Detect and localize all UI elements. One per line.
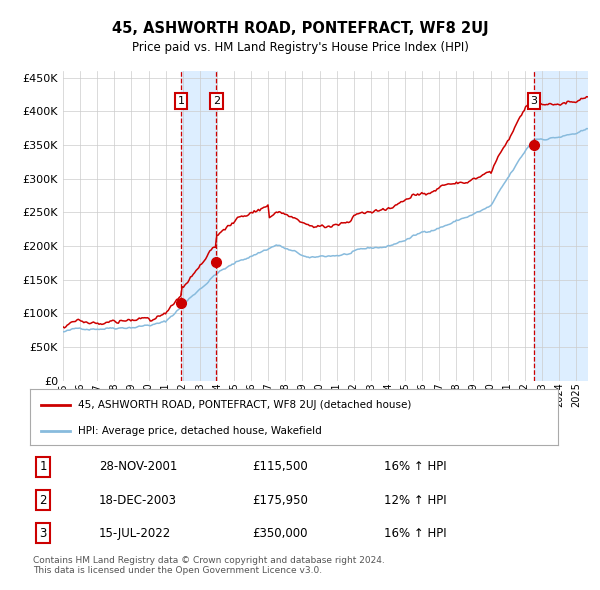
Text: HPI: Average price, detached house, Wakefield: HPI: Average price, detached house, Wake… xyxy=(77,426,321,436)
Text: £115,500: £115,500 xyxy=(252,460,308,474)
Text: 1: 1 xyxy=(40,460,47,474)
Text: £350,000: £350,000 xyxy=(252,526,307,540)
Text: 18-DEC-2003: 18-DEC-2003 xyxy=(98,493,176,507)
Text: 16% ↑ HPI: 16% ↑ HPI xyxy=(384,526,446,540)
Text: 3: 3 xyxy=(530,96,538,106)
Text: 2: 2 xyxy=(212,96,220,106)
Text: 2: 2 xyxy=(40,493,47,507)
Text: £175,950: £175,950 xyxy=(252,493,308,507)
Bar xyxy=(181,71,216,381)
Text: Price paid vs. HM Land Registry's House Price Index (HPI): Price paid vs. HM Land Registry's House … xyxy=(131,41,469,54)
Text: 45, ASHWORTH ROAD, PONTEFRACT, WF8 2UJ (detached house): 45, ASHWORTH ROAD, PONTEFRACT, WF8 2UJ (… xyxy=(77,400,411,410)
Text: 1: 1 xyxy=(178,96,185,106)
Bar xyxy=(534,71,588,381)
Text: 12% ↑ HPI: 12% ↑ HPI xyxy=(384,493,446,507)
Text: Contains HM Land Registry data © Crown copyright and database right 2024.
This d: Contains HM Land Registry data © Crown c… xyxy=(33,556,385,575)
Text: 45, ASHWORTH ROAD, PONTEFRACT, WF8 2UJ: 45, ASHWORTH ROAD, PONTEFRACT, WF8 2UJ xyxy=(112,21,488,35)
Text: 15-JUL-2022: 15-JUL-2022 xyxy=(98,526,171,540)
Text: 28-NOV-2001: 28-NOV-2001 xyxy=(98,460,177,474)
Text: 16% ↑ HPI: 16% ↑ HPI xyxy=(384,460,446,474)
Text: 3: 3 xyxy=(40,526,47,540)
